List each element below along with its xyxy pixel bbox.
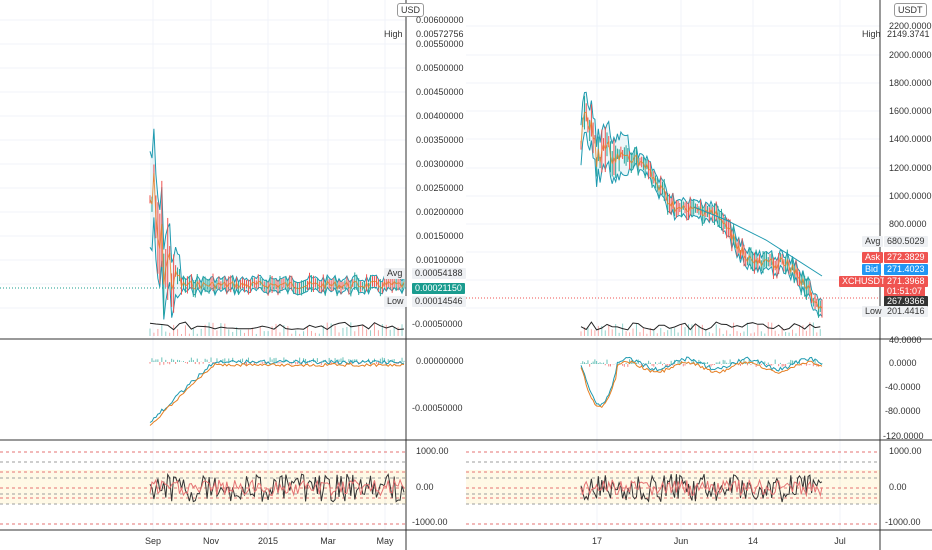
right-bid-value: 271.4023 — [884, 264, 928, 275]
left-price-tick: 0.00450000 — [416, 87, 464, 97]
right-price-tick: 1800.0000 — [889, 78, 932, 88]
left-time-label: Sep — [144, 536, 162, 546]
right-chart-pane[interactable]: USDT 2200.0000 2000.0000 1800.0000 1600.… — [466, 0, 932, 550]
right-osc-tick: -1000.00 — [885, 517, 921, 527]
left-price-tick: 0.00100000 — [416, 255, 464, 265]
moving-average — [580, 111, 823, 310]
left-time-label: Nov — [202, 536, 220, 546]
bollinger-upper — [580, 91, 823, 302]
left-chart-pane[interactable]: USD 0.00600000 0.00550000 0.00500000 0.0… — [0, 0, 466, 550]
right-price-tick: 1400.0000 — [889, 134, 932, 144]
right-time-label: 14 — [747, 536, 759, 546]
right-macd-tick: -120.0000 — [883, 431, 924, 441]
right-price-tick: 1000.0000 — [889, 191, 932, 201]
right-price-tick: 1200.0000 — [889, 163, 932, 173]
left-price-tick: 0.00600000 — [416, 15, 464, 25]
left-price-tick: 0.00150000 — [416, 231, 464, 241]
trend-line — [693, 206, 823, 277]
volume-ma-line — [580, 321, 821, 331]
right-time-label: Jul — [834, 536, 846, 546]
left-last-price-tag: 0.00021150 — [412, 283, 465, 294]
right-time-label: 17 — [591, 536, 603, 546]
left-price-tick: 0.00550000 — [416, 39, 464, 49]
left-time-label: May — [376, 536, 394, 546]
left-price-tick: 0.00350000 — [416, 135, 464, 145]
right-low-value: 201.4416 — [884, 306, 928, 317]
right-osc-tick: 0.00 — [889, 482, 907, 492]
left-currency-label[interactable]: USD — [397, 3, 425, 17]
right-chart-canvas[interactable] — [466, 0, 932, 550]
left-price-tick: 0.00400000 — [416, 111, 464, 121]
right-high-label: High — [862, 29, 881, 39]
left-low-label: Low — [384, 296, 407, 307]
right-macd-tick: 0.0000 — [889, 358, 917, 368]
moving-average — [149, 173, 405, 291]
macd-line — [149, 359, 405, 423]
right-mark-price-tag: 267.9366 — [884, 296, 928, 307]
left-price-tick: -0.00050000 — [412, 319, 463, 329]
left-osc-tick: -1000.00 — [412, 517, 448, 527]
macd-signal-line — [580, 360, 823, 408]
right-time-label: Jun — [673, 536, 689, 546]
right-price-tick: 2200.0000 — [889, 21, 932, 31]
bollinger-upper — [149, 128, 405, 285]
right-symbol-price: 271.3968 — [884, 276, 928, 287]
bollinger-lower — [149, 217, 405, 320]
right-avg-label: Avg — [862, 236, 884, 247]
right-countdown: 01:51:07 — [884, 286, 926, 297]
right-macd-tick: -80.0000 — [885, 406, 921, 416]
right-price-tick: 2000.0000 — [889, 50, 932, 60]
right-avg-value: 680.5029 — [884, 236, 928, 247]
right-low-label: Low — [862, 306, 885, 317]
right-symbol-label: XCHUSDT — [839, 276, 889, 287]
right-ask-label: Ask — [862, 252, 884, 263]
left-avg-value: 0.00054188 — [412, 268, 466, 279]
right-price-tick: 40.0000 — [889, 335, 922, 345]
right-price-tick: 1600.0000 — [889, 106, 932, 116]
right-high-value: 2149.3741 — [887, 29, 930, 39]
right-price-tick: 800.0000 — [889, 219, 927, 229]
left-high-label: High — [384, 29, 403, 39]
left-price-tick: 0.00200000 — [416, 207, 464, 217]
right-ask-value: 272.3829 — [884, 252, 928, 263]
left-low-value: 0.00014546 — [412, 296, 466, 307]
left-macd-tick: 0.00000000 — [416, 356, 464, 366]
volume-ma-line — [149, 321, 405, 331]
left-macd-tick: -0.00050000 — [412, 403, 463, 413]
oscillator-signal — [149, 478, 405, 497]
left-time-label: Mar — [320, 536, 336, 546]
macd-signal-line — [149, 362, 405, 426]
right-macd-tick: -40.0000 — [885, 382, 921, 392]
left-price-tick: 0.00500000 — [416, 63, 464, 73]
bollinger-band-fill — [150, 128, 404, 320]
right-currency-label[interactable]: USDT — [894, 3, 927, 17]
left-chart-canvas[interactable] — [0, 0, 466, 550]
left-osc-tick: 0.00 — [416, 482, 434, 492]
oscillator-signal — [580, 478, 823, 498]
left-price-tick: 0.00300000 — [416, 159, 464, 169]
oscillator-line — [580, 474, 823, 503]
right-osc-tick: 1000.00 — [889, 446, 922, 456]
right-bid-label: Bid — [862, 264, 882, 275]
left-osc-tick: 1000.00 — [416, 446, 449, 456]
left-price-tick: 0.00250000 — [416, 183, 464, 193]
left-time-label: 2015 — [257, 536, 279, 546]
left-avg-label: Avg — [384, 268, 406, 279]
bollinger-lower — [580, 131, 823, 318]
left-high-value: 0.00572756 — [416, 29, 464, 39]
macd-line — [580, 356, 823, 407]
